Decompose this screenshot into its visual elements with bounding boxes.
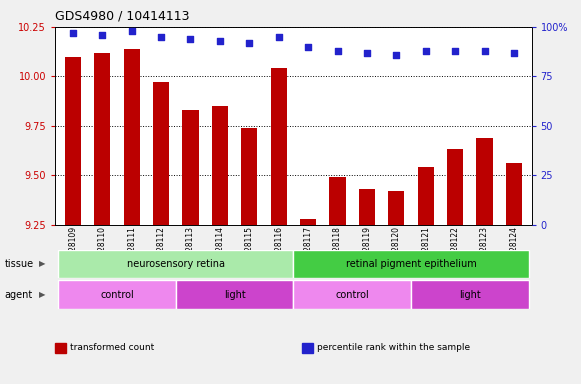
Bar (94, 53, 110, 384)
Text: GDS4980 / 10414113: GDS4980 / 10414113 (55, 10, 189, 23)
Point (450, 48, 460, 54)
Point (303, 44, 313, 50)
Bar (212, 106, 228, 384)
Bar (447, 149, 463, 384)
Text: agent: agent (5, 290, 33, 300)
Point (480, 48, 489, 54)
Bar (241, 128, 257, 384)
Text: tissue: tissue (5, 259, 34, 269)
Text: retinal pigment epithelium: retinal pigment epithelium (346, 259, 476, 269)
Text: ▶: ▶ (39, 260, 46, 268)
Bar (271, 68, 287, 384)
Point (363, 50, 372, 56)
Bar (153, 82, 169, 384)
Point (156, 34, 166, 40)
Bar (176, 280, 293, 309)
Point (127, 28, 137, 34)
Bar (300, 219, 316, 384)
Bar (359, 189, 375, 384)
Point (68, 30, 77, 36)
Bar (124, 49, 140, 384)
Bar (506, 163, 522, 384)
Point (274, 34, 284, 40)
Text: control: control (100, 290, 134, 300)
Point (186, 36, 195, 42)
Point (421, 48, 431, 54)
Bar (182, 110, 199, 384)
Text: ▶: ▶ (39, 290, 46, 299)
Text: control: control (335, 290, 369, 300)
Point (215, 38, 224, 44)
Text: light: light (224, 290, 245, 300)
Text: transformed count: transformed count (70, 343, 155, 352)
Point (510, 50, 519, 56)
Point (392, 51, 401, 58)
Text: light: light (459, 290, 480, 300)
Point (245, 40, 254, 46)
Bar (64, 56, 81, 384)
Point (98, 32, 107, 38)
Bar (388, 191, 404, 384)
Bar (411, 280, 529, 309)
Bar (58, 250, 293, 278)
Bar (329, 177, 346, 384)
Point (333, 48, 342, 54)
Text: neurosensory retina: neurosensory retina (127, 259, 225, 269)
Bar (293, 250, 529, 278)
Bar (293, 280, 411, 309)
Bar (418, 167, 434, 384)
Text: percentile rank within the sample: percentile rank within the sample (317, 343, 471, 352)
Bar (476, 137, 493, 384)
Bar (58, 280, 176, 309)
